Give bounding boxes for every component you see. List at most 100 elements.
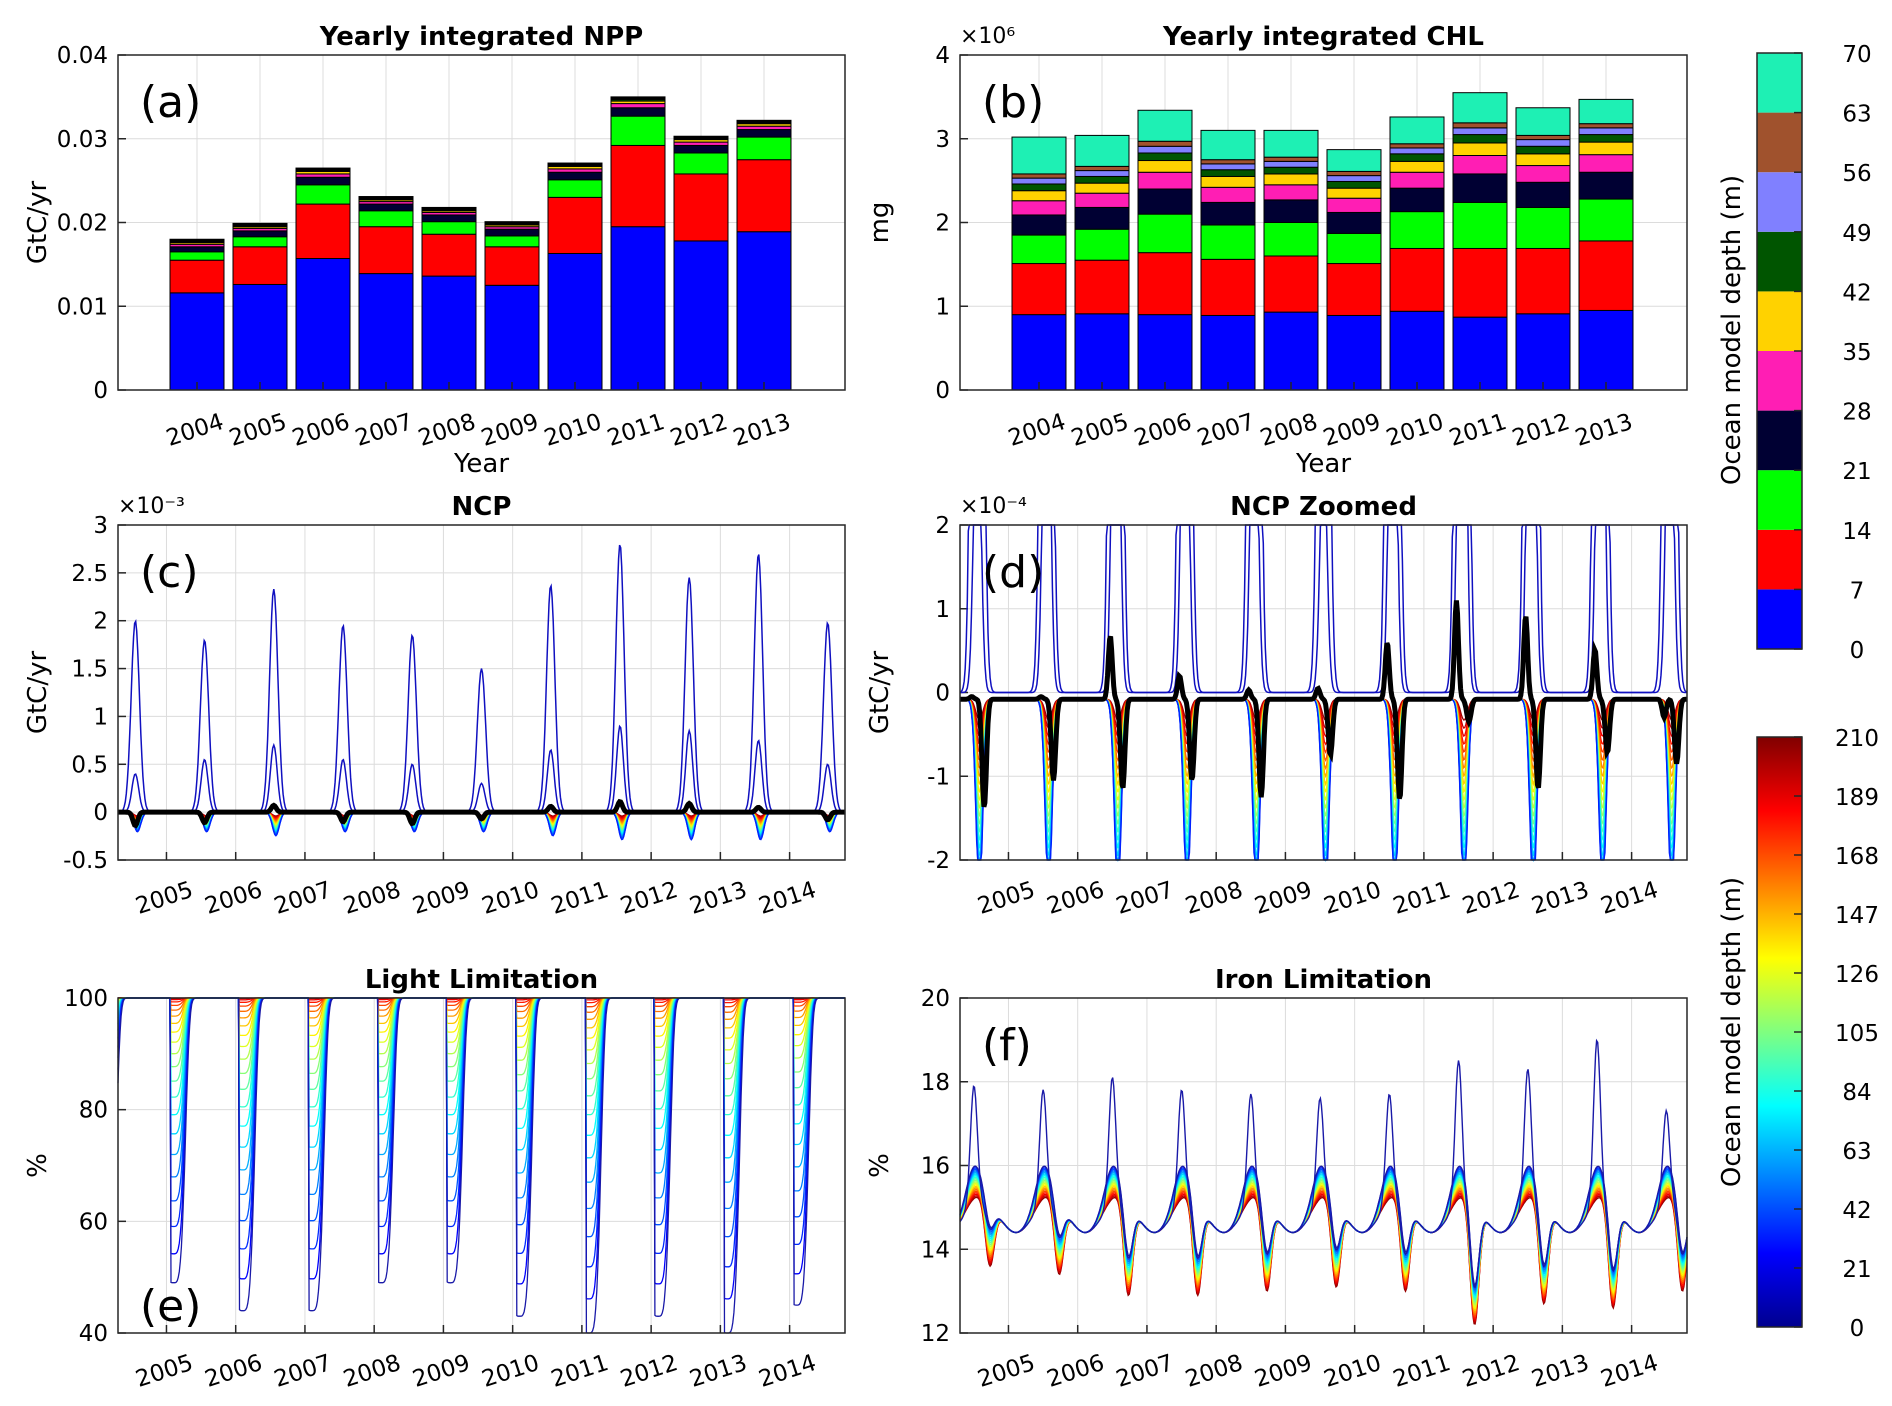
bar-segment <box>232 246 288 285</box>
bar-segment <box>1578 198 1634 242</box>
x-tick-label: 2005 <box>226 409 290 452</box>
bar-segment <box>1326 187 1382 199</box>
panel-npp-bar-chart: 0 0.01 0.02 0.03 0.04 Yearly integrated NPP Gt… <box>23 22 846 479</box>
bar-segment <box>1011 183 1067 192</box>
depth-layer-line <box>959 1182 1688 1308</box>
bar-segment <box>1074 182 1130 194</box>
colorbar-segment <box>1757 351 1802 411</box>
x-tick-label: 2013 <box>1572 409 1636 452</box>
bar-segment <box>1137 140 1193 147</box>
y-tick-label: 0.02 <box>57 211 108 237</box>
x-tick-label: 2010 <box>1321 1350 1385 1393</box>
bar-segment <box>295 173 351 178</box>
bar-segment <box>1389 310 1445 391</box>
bar-segment <box>421 275 477 391</box>
bar-segment <box>484 228 540 237</box>
bar-segment <box>1074 165 1130 172</box>
bar-segment <box>673 152 729 175</box>
x-tick-label: 2007 <box>271 877 335 920</box>
colorbar-tick-label: 35 <box>1842 340 1871 366</box>
x-tick-label: 2008 <box>1182 1350 1246 1393</box>
x-tick-label: 2008 <box>415 409 479 452</box>
x-tick-label: 2014 <box>1598 1350 1662 1393</box>
y-tick-label: 0 <box>93 378 108 404</box>
x-tick-label: 2010 <box>479 1350 543 1393</box>
bar-segment <box>1137 109 1193 142</box>
bar-segment <box>1515 206 1571 249</box>
depth-layer-line <box>959 1196 1688 1325</box>
bar-segment <box>484 284 540 391</box>
colorbar-top-label: Ocean model depth (m) <box>1717 175 1747 485</box>
bar-segment <box>295 203 351 260</box>
depth-layer-line <box>959 1187 1688 1314</box>
x-tick-label: 2013 <box>1529 1350 1593 1393</box>
bar-segment <box>1263 255 1319 313</box>
y-axis-multiplier: ×10⁻⁴ <box>960 494 1027 519</box>
x-tick-label: 2009 <box>410 877 474 920</box>
bar-segment <box>1452 134 1508 144</box>
bar-segment <box>736 125 792 131</box>
bar-segment <box>1452 173 1508 203</box>
colorbar-segment <box>1757 53 1802 113</box>
y-tick-label: 14 <box>921 1237 950 1263</box>
y-tick-label: 18 <box>921 1070 950 1096</box>
x-tick-label: 2014 <box>756 877 820 920</box>
depth-layer-line <box>959 1193 1688 1321</box>
y-tick-label: 16 <box>921 1154 950 1180</box>
x-tick-label: 2006 <box>202 1350 266 1393</box>
x-tick-label: 2004 <box>1005 409 1069 452</box>
bar-segment <box>1011 314 1067 391</box>
x-tick-label: 2007 <box>1194 409 1258 452</box>
bar-segment <box>1011 263 1067 316</box>
x-tick-label: 2010 <box>1383 409 1447 452</box>
bar-segment <box>1200 163 1256 171</box>
colorbar-tick-label: 105 <box>1835 1021 1879 1047</box>
colorbar-segment <box>1757 589 1802 649</box>
bar-segment <box>1389 143 1445 149</box>
colorbar-tick-label: 189 <box>1835 785 1879 811</box>
y-tick-label: 1 <box>935 294 950 320</box>
bar-segment <box>358 210 414 228</box>
bar-segment <box>421 214 477 223</box>
x-axis-label: Year <box>453 449 509 479</box>
plot-frame <box>959 524 1688 861</box>
bar-segment <box>1389 116 1445 145</box>
bar-segment <box>547 162 603 165</box>
x-tick-label: 2011 <box>548 877 612 920</box>
y-tick-label: -2 <box>927 848 950 874</box>
bar-segment <box>169 292 225 391</box>
x-tick-label: 2011 <box>1390 877 1454 920</box>
bar-segment <box>1326 149 1382 172</box>
bar-segment <box>1578 134 1634 143</box>
x-tick-label: 2006 <box>202 877 266 920</box>
y-tick-label: 2 <box>935 211 950 237</box>
bar-segment <box>1452 316 1508 391</box>
bar-segment <box>1452 155 1508 175</box>
bar-segment <box>736 159 792 233</box>
bar-segment <box>169 251 225 261</box>
x-tick-label: 2007 <box>1113 877 1177 920</box>
bar-segment <box>1200 258 1256 316</box>
bar-segment <box>610 115 666 146</box>
bar-segment <box>1263 311 1319 391</box>
bar-segment <box>1452 201 1508 249</box>
depth-layer-line <box>959 1190 1688 1318</box>
bar-segment <box>1326 170 1382 177</box>
x-tick-label: 2012 <box>617 877 681 920</box>
bar-segment <box>1011 200 1067 216</box>
colorbar-tick-label: 21 <box>1842 1257 1871 1283</box>
colorbar-tick-label: 84 <box>1842 1080 1871 1106</box>
bar-segment <box>1263 184 1319 201</box>
bar-segment <box>1263 222 1319 257</box>
x-tick-label: 2005 <box>133 877 197 920</box>
bar-segment <box>1515 165 1571 183</box>
x-tick-label: 2008 <box>1257 409 1321 452</box>
panel-letter: (e) <box>140 1281 201 1332</box>
colorbar-segment <box>1757 410 1802 471</box>
x-tick-label: 2006 <box>1044 1350 1108 1393</box>
x-tick-label: 2007 <box>352 409 416 452</box>
x-tick-label: 2008 <box>340 1350 404 1393</box>
y-tick-label: 4 <box>935 43 950 69</box>
bar-segment <box>1137 188 1193 215</box>
